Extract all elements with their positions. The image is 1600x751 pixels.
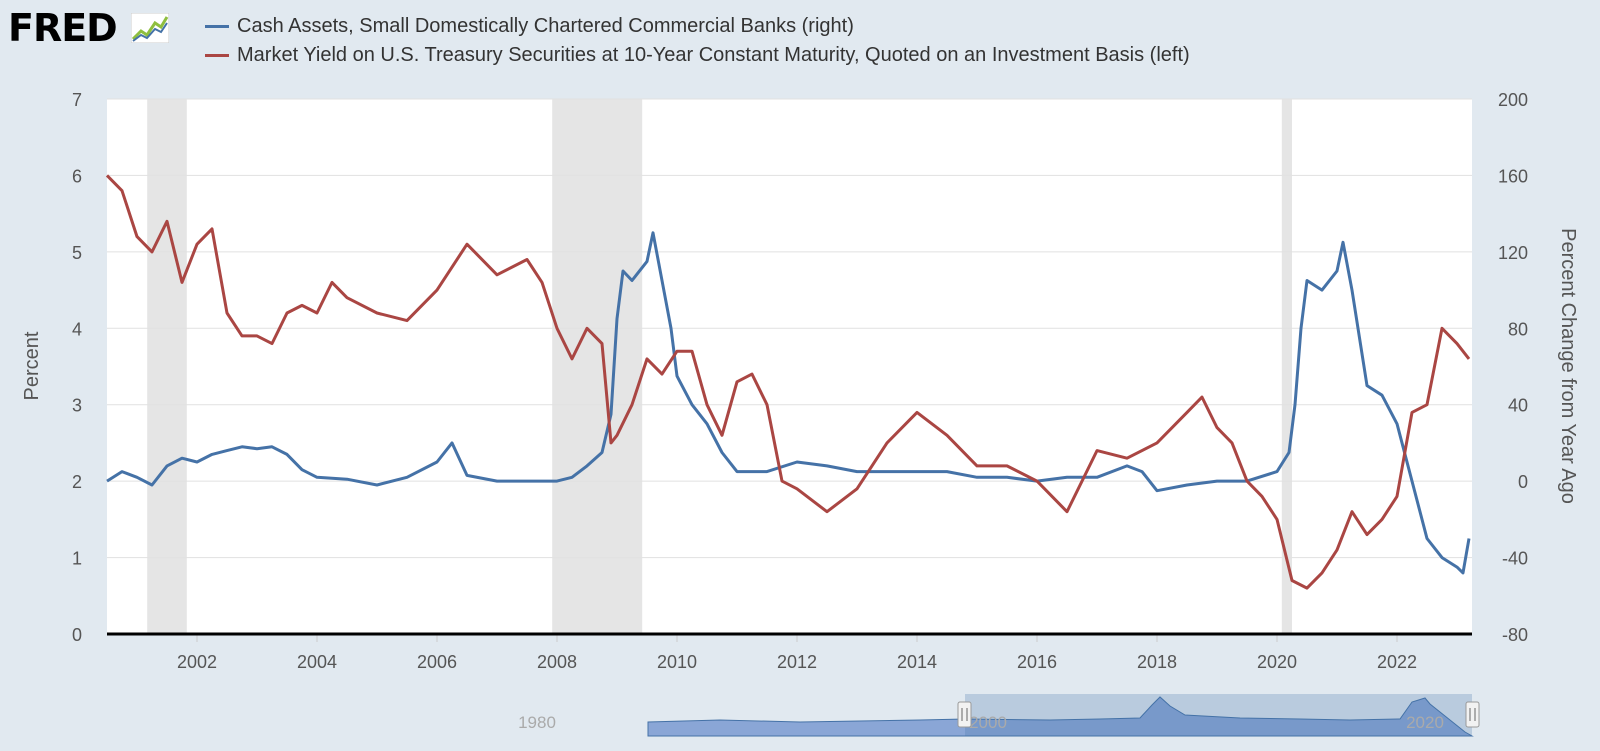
recession-band xyxy=(147,99,187,634)
series-line-cash-assets xyxy=(106,231,1471,575)
x-tick-label: 2018 xyxy=(1137,652,1177,672)
x-tick-label: 2004 xyxy=(297,652,337,672)
legend-item-treasury-yield[interactable]: Market Yield on U.S. Treasury Securities… xyxy=(205,41,1190,70)
navigator-label-2020: 2020 xyxy=(1406,713,1444,732)
legend-swatch-blue xyxy=(205,25,229,28)
x-tick-label: 2010 xyxy=(657,652,697,672)
legend-item-cash-assets[interactable]: Cash Assets, Small Domestically Chartere… xyxy=(205,12,1190,41)
navigator-series-area xyxy=(647,696,1474,737)
y-right-tick-label: -40 xyxy=(1502,549,1528,569)
y-right-tick-label: 160 xyxy=(1498,166,1528,186)
trend-graph-icon xyxy=(130,12,170,44)
y-right-tick-label: 80 xyxy=(1508,319,1528,339)
fred-logo[interactable]: FRED xyxy=(8,6,170,50)
x-tick-label: 2002 xyxy=(177,652,217,672)
y-left-tick-label: 3 xyxy=(72,396,82,416)
y-right-tick-label: 40 xyxy=(1508,396,1528,416)
y-axis-right-label: Percent Change from Year Ago xyxy=(1557,228,1579,504)
y-left-tick-label: 1 xyxy=(72,549,82,569)
y-right-tick-label: 0 xyxy=(1518,472,1528,492)
legend-label: Market Yield on U.S. Treasury Securities… xyxy=(237,44,1190,66)
recession-band xyxy=(552,99,643,634)
y-right-tick-label: 120 xyxy=(1498,243,1528,263)
y-left-tick-label: 7 xyxy=(72,90,82,110)
x-tick-label: 2014 xyxy=(897,652,937,672)
range-navigator[interactable]: 1980 2000 2020 xyxy=(107,694,1480,737)
y-left-tick-label: 2 xyxy=(72,472,82,492)
navigator-selected-range[interactable] xyxy=(965,694,1472,736)
y-left-tick-label: 6 xyxy=(72,166,82,186)
legend-label: Cash Assets, Small Domestically Chartere… xyxy=(237,15,854,37)
y-left-tick-label: 0 xyxy=(72,625,82,645)
x-tick-label: 2020 xyxy=(1257,652,1297,672)
chart-legend: Cash Assets, Small Domestically Chartere… xyxy=(205,12,1190,70)
y-right-tick-label: -80 xyxy=(1502,625,1528,645)
navigator-right-handle[interactable] xyxy=(1465,701,1480,728)
plot-area xyxy=(107,99,1472,634)
recession-band xyxy=(1281,99,1292,634)
y-axis-left-label: Percent xyxy=(21,331,43,400)
x-tick-label: 2008 xyxy=(537,652,577,672)
series-line-treasury-yield xyxy=(105,174,1471,590)
navigator-label-1980: 1980 xyxy=(518,713,556,732)
x-tick-label: 2022 xyxy=(1377,652,1417,672)
x-tick-label: 2012 xyxy=(777,652,817,672)
navigator-left-handle[interactable] xyxy=(957,701,972,728)
y-left-tick-label: 4 xyxy=(72,319,82,339)
x-tick-label: 2006 xyxy=(417,652,457,672)
y-left-tick-label: 5 xyxy=(72,243,82,263)
fred-logo-text: FRED xyxy=(8,6,118,50)
navigator-label-2000: 2000 xyxy=(969,713,1007,732)
legend-swatch-red xyxy=(205,54,229,57)
y-right-tick-label: 200 xyxy=(1498,90,1528,110)
x-tick-label: 2016 xyxy=(1017,652,1057,672)
